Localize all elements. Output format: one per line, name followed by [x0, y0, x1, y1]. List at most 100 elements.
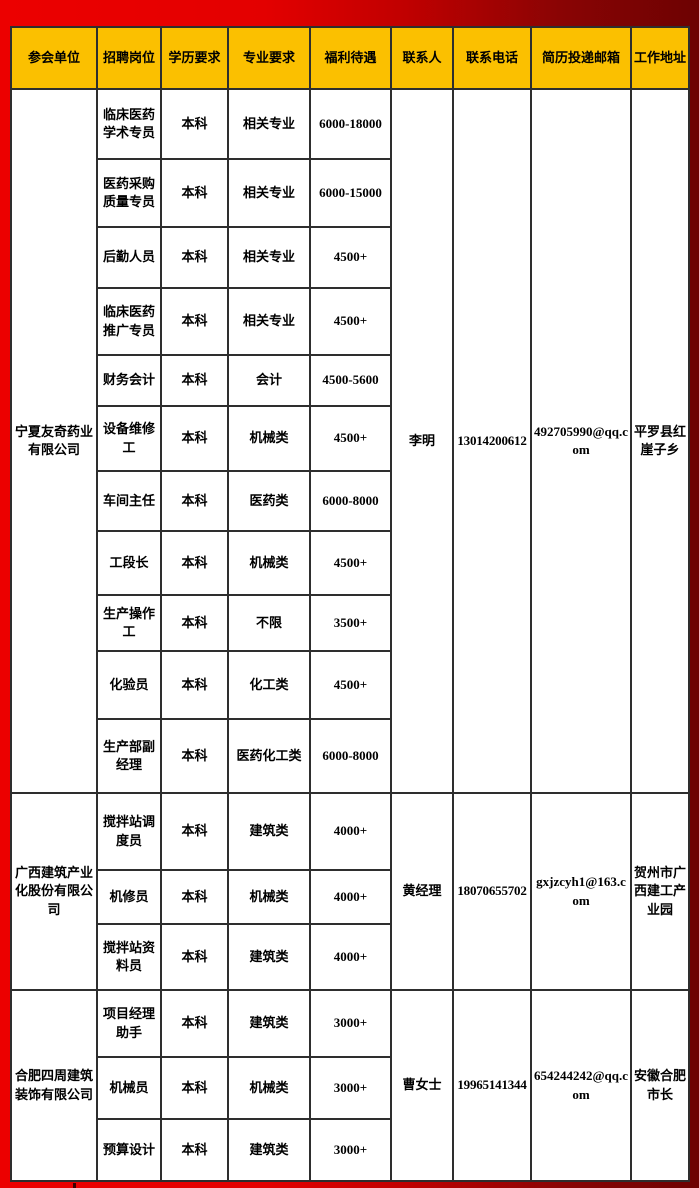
major-cell: 不限: [227, 594, 311, 652]
education-cell: 本科: [160, 226, 229, 289]
salary-cell: 4000+: [309, 923, 392, 991]
education-cell: 本科: [160, 923, 229, 991]
position-cell: 临床医药推广专员: [96, 287, 162, 356]
table-row: 搅拌站资料员 本科 建筑类 4000+: [11, 923, 689, 991]
column-header-address: 工作地址: [630, 26, 690, 90]
column-header-contact: 联系人: [390, 26, 454, 90]
education-cell: 本科: [160, 88, 229, 160]
major-cell: 医药类: [227, 470, 311, 532]
salary-cell: 4500+: [309, 226, 392, 289]
phone-cell: 19965141344: [452, 989, 532, 1182]
major-cell: 机械类: [227, 869, 311, 925]
position-cell: 化验员: [96, 650, 162, 720]
table-row: 宁夏友奇药业有限公司 临床医药学术专员 本科 相关专业 6000-18000 李明 1301…: [10, 88, 690, 794]
address-cell: 安徽合肥市长: [630, 989, 690, 1182]
salary-cell: 3000+: [309, 1056, 392, 1120]
position-cell: 医药采购质量专员: [96, 158, 162, 228]
column-header-phone: 联系电话: [452, 26, 532, 90]
table-row: 机械员 本科 机械类 3000+: [11, 1056, 689, 1120]
company-cell: 合肥四周建筑装饰有限公司: [10, 989, 98, 1182]
column-header-email: 简历投递邮箱: [530, 26, 632, 90]
salary-cell: 4000+: [309, 869, 392, 925]
table-row: 临床医药推广专员 本科 相关专业 4500+: [11, 287, 689, 356]
table-row: 后勤人员 本科 相关专业 4500+: [11, 226, 689, 289]
position-cell: 机械员: [96, 1056, 162, 1120]
education-cell: 本科: [160, 158, 229, 228]
major-cell: 建筑类: [227, 1118, 311, 1182]
company-cell: 广西建筑产业化股份有限公司: [10, 792, 98, 991]
table-row: 财务会计 本科 会计 4500-5600: [11, 354, 689, 407]
major-cell: 化工类: [227, 650, 311, 720]
education-cell: 本科: [160, 1056, 229, 1120]
position-cell: 临床医药学术专员: [96, 88, 162, 160]
table-row: 化验员 本科 化工类 4500+: [11, 650, 689, 720]
salary-cell: 6000-15000: [309, 158, 392, 228]
major-cell: 建筑类: [227, 923, 311, 991]
position-cell: 搅拌站调度员: [96, 792, 162, 871]
major-cell: 建筑类: [227, 792, 311, 871]
salary-cell: 4500+: [309, 530, 392, 596]
header-row: 参会单位 招聘岗位 学历要求 专业要求 福利待遇 联系人 联系电话 简历投递邮箱…: [10, 26, 690, 90]
contact-cell: 曹女士: [390, 989, 454, 1182]
education-cell: 本科: [160, 718, 229, 794]
salary-cell: 6000-18000: [309, 88, 392, 160]
table-row: 医药采购质量专员 本科 相关专业 6000-15000: [11, 158, 689, 228]
major-cell: 机械类: [227, 1056, 311, 1120]
major-cell: 建筑类: [227, 989, 311, 1058]
education-cell: 本科: [160, 354, 229, 407]
major-cell: 相关专业: [227, 226, 311, 289]
position-cell: 生产部副经理: [96, 718, 162, 794]
column-header-major: 专业要求: [227, 26, 311, 90]
salary-cell: 6000-8000: [309, 718, 392, 794]
position-cell: 财务会计: [96, 354, 162, 407]
contact-cell: 李明: [390, 88, 454, 794]
table-row: 生产部副经理 本科 医药化工类 6000-8000: [11, 718, 689, 794]
table-row: 机修员 本科 机械类 4000+: [11, 869, 689, 925]
position-cell: 车间主任: [96, 470, 162, 532]
table-row: 预算设计 本科 建筑类 3000+: [11, 1118, 689, 1182]
address-cell: 平罗县红崖子乡: [630, 88, 690, 794]
major-cell: 机械类: [227, 530, 311, 596]
salary-cell: 4000+: [309, 792, 392, 871]
education-cell: 本科: [160, 530, 229, 596]
education-cell: 本科: [160, 287, 229, 356]
major-cell: 相关专业: [227, 158, 311, 228]
table-row: 广西建筑产业化股份有限公司 搅拌站调度员 本科 建筑类 4000+ 黄经理 18070655…: [10, 792, 690, 991]
phone-cell: 13014200612: [452, 88, 532, 794]
salary-cell: 3000+: [309, 989, 392, 1058]
job-fair-table: 参会单位 招聘岗位 学历要求 专业要求 福利待遇 联系人 联系电话 简历投递邮箱…: [10, 26, 690, 1182]
email-cell: 492705990@qq.com: [530, 88, 632, 794]
salary-cell: 3000+: [309, 1118, 392, 1182]
address-cell: 贺州市广西建工产业园: [630, 792, 690, 991]
position-cell: 机修员: [96, 869, 162, 925]
table-row: 合肥四周建筑装饰有限公司 项目经理助手 本科 建筑类 3000+ 曹女士 199651413…: [10, 989, 690, 1182]
position-cell: 后勤人员: [96, 226, 162, 289]
salary-cell: 3500+: [309, 594, 392, 652]
position-cell: 生产操作工: [96, 594, 162, 652]
artifact-mark: [73, 1183, 76, 1188]
table-row: 设备维修工 本科 机械类 4500+: [11, 405, 689, 472]
position-cell: 预算设计: [96, 1118, 162, 1182]
education-cell: 本科: [160, 650, 229, 720]
position-cell: 搅拌站资料员: [96, 923, 162, 991]
column-header-salary: 福利待遇: [309, 26, 392, 90]
education-cell: 本科: [160, 869, 229, 925]
column-header-position: 招聘岗位: [96, 26, 162, 90]
email-cell: gxjzcyh1@163.com: [530, 792, 632, 991]
education-cell: 本科: [160, 989, 229, 1058]
table-row: 工段长 本科 机械类 4500+: [11, 530, 689, 596]
salary-cell: 4500+: [309, 287, 392, 356]
major-cell: 医药化工类: [227, 718, 311, 794]
company-cell: 宁夏友奇药业有限公司: [10, 88, 98, 794]
education-cell: 本科: [160, 1118, 229, 1182]
education-cell: 本科: [160, 405, 229, 472]
major-cell: 机械类: [227, 405, 311, 472]
major-cell: 会计: [227, 354, 311, 407]
contact-cell: 黄经理: [390, 792, 454, 991]
position-cell: 设备维修工: [96, 405, 162, 472]
column-header-education: 学历要求: [160, 26, 229, 90]
table-row: 车间主任 本科 医药类 6000-8000: [11, 470, 689, 532]
salary-cell: 4500-5600: [309, 354, 392, 407]
column-header-company: 参会单位: [10, 26, 98, 90]
